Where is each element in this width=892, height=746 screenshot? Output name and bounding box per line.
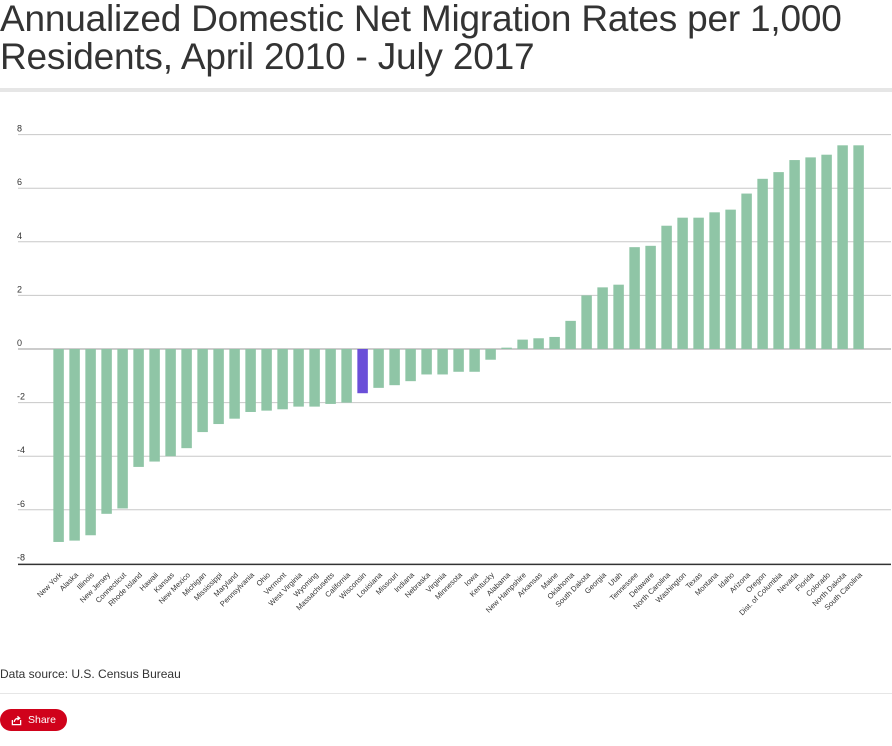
bar-tennessee[interactable]	[629, 247, 640, 349]
y-tick-label: -2	[17, 392, 25, 402]
bar-montana[interactable]	[709, 212, 720, 349]
bar-wyoming[interactable]	[309, 349, 320, 407]
bar-arizona[interactable]	[741, 193, 752, 349]
bar-texas[interactable]	[693, 217, 704, 349]
bar-virginia[interactable]	[437, 349, 448, 375]
bar-layer	[53, 145, 864, 542]
bar-minnesota[interactable]	[453, 349, 464, 372]
bar-mississippi[interactable]	[213, 349, 224, 425]
share-button[interactable]: Share	[0, 709, 67, 731]
bar-maine[interactable]	[549, 336, 560, 349]
y-tick-label: -4	[17, 445, 25, 455]
bar-ohio[interactable]	[261, 349, 272, 411]
bar-chart: 8 6 4 2 0 -2 -4 -6 -8 New YorkAlaskaIllinoisNew …	[17, 124, 891, 617]
bar-delaware[interactable]	[645, 245, 656, 349]
bar-indiana[interactable]	[405, 349, 416, 382]
data-source: Data source: U.S. Census Bureau	[0, 667, 181, 681]
bar-oregon[interactable]	[757, 178, 768, 349]
bar-nebraska[interactable]	[421, 349, 432, 375]
bar-connecticut[interactable]	[117, 349, 128, 509]
x-tick-label: Alaska	[58, 570, 81, 593]
bar-south-dakota[interactable]	[581, 295, 592, 349]
bar-dist-of-columbia[interactable]	[773, 172, 784, 349]
bar-florida[interactable]	[805, 157, 816, 349]
title-line-1: Annualized Domestic Net Migration Rates …	[0, 0, 842, 39]
bar-new-hampshire[interactable]	[517, 339, 528, 349]
bar-pennsylvania[interactable]	[245, 349, 256, 412]
bar-new-mexico[interactable]	[181, 349, 192, 449]
bar-colorado[interactable]	[821, 154, 832, 349]
y-tick-label: 8	[17, 124, 22, 134]
bar-maryland[interactable]	[229, 349, 240, 419]
bar-hawaii[interactable]	[149, 349, 160, 462]
title-line-2: Residents, April 2010 - July 2017	[0, 36, 535, 77]
bar-michigan[interactable]	[197, 349, 208, 433]
bar-kansas[interactable]	[165, 349, 176, 457]
bar-washington[interactable]	[677, 217, 688, 349]
bar-utah[interactable]	[613, 284, 624, 349]
bar-new-jersey[interactable]	[101, 349, 112, 514]
bar-north-dakota[interactable]	[837, 145, 848, 349]
bar-iowa[interactable]	[469, 349, 480, 372]
bar-vermont[interactable]	[277, 349, 288, 410]
bar-nevada[interactable]	[789, 160, 800, 349]
bar-alaska[interactable]	[69, 349, 80, 541]
share-icon	[11, 715, 22, 725]
bar-kentucky[interactable]	[485, 349, 496, 360]
y-tick-label: -8	[17, 552, 25, 562]
bar-louisiana[interactable]	[373, 349, 384, 388]
y-tick-label: 2	[17, 284, 22, 294]
bar-wisconsin[interactable]	[357, 349, 368, 394]
bar-missouri[interactable]	[389, 349, 400, 386]
footer-divider	[0, 693, 892, 694]
bar-massachusetts[interactable]	[325, 349, 336, 404]
bar-illinois[interactable]	[85, 349, 96, 536]
share-label: Share	[27, 714, 57, 726]
title-divider	[0, 88, 892, 92]
bar-arkansas[interactable]	[533, 338, 544, 349]
bar-california[interactable]	[341, 349, 352, 403]
y-tick-label: 4	[17, 231, 22, 241]
y-tick-label: 6	[17, 177, 22, 187]
bar-oklahoma[interactable]	[565, 320, 576, 349]
chart-title: Annualized Domestic Net Migration Rates …	[0, 0, 892, 76]
bar-west-virginia[interactable]	[293, 349, 304, 407]
bar-north-carolina[interactable]	[661, 225, 672, 349]
y-tick-label: 0	[17, 338, 22, 348]
bar-rhode-island[interactable]	[133, 349, 144, 467]
bar-idaho[interactable]	[725, 209, 736, 349]
bar-south-carolina[interactable]	[853, 145, 864, 349]
bar-alabama[interactable]	[501, 347, 512, 349]
bar-new-york[interactable]	[53, 349, 64, 542]
bar-georgia[interactable]	[597, 287, 608, 349]
y-tick-label: -6	[17, 499, 25, 509]
